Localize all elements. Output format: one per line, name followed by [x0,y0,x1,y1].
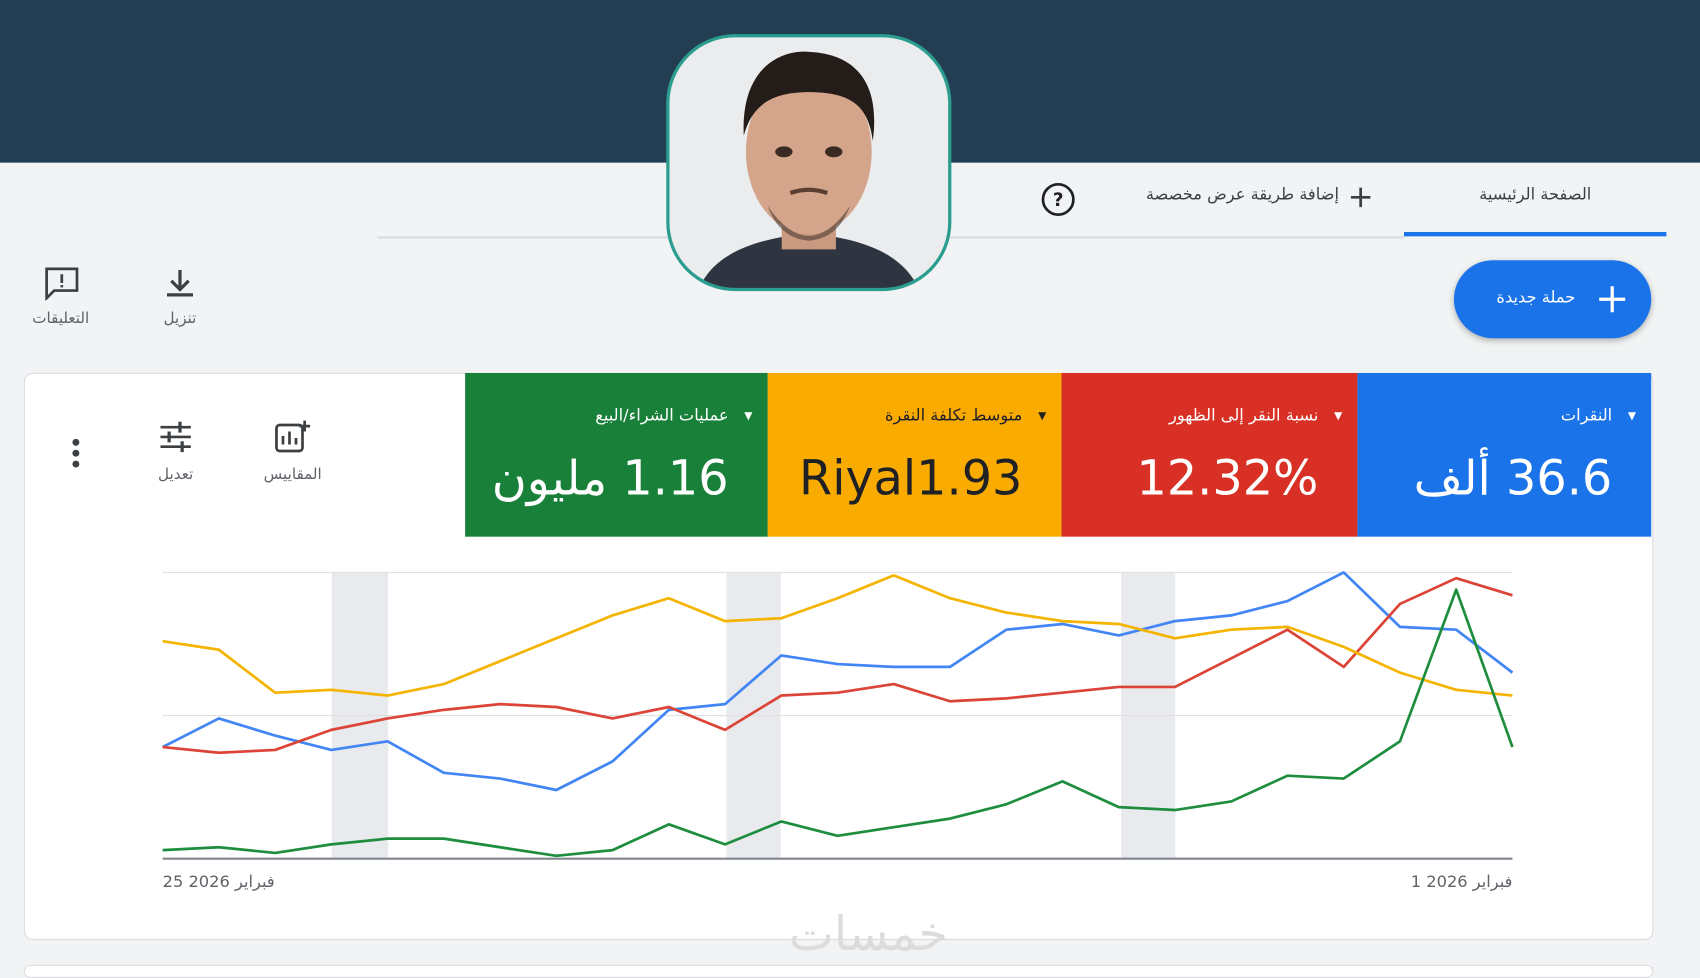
plus-icon [1350,187,1371,208]
metric-name: نسبة النقر إلى الظهور [1169,405,1319,426]
metric-tile[interactable]: عمليات الشراء/البيع 1.16 مليون ▾ [465,372,768,537]
download-label: تنزيل [163,310,197,328]
metric-name: عمليات الشراء/البيع [595,405,729,426]
svg-text:?: ? [1053,190,1064,211]
edit-icon[interactable] [158,420,193,455]
metrics-label: المقاييس [263,466,322,484]
arrow-wrap: ▾ [1328,405,1343,426]
download-icon[interactable] [163,267,198,302]
metrics-icon[interactable] [273,419,312,456]
series-line [162,573,1513,697]
feedback-label: التعليقات [32,310,90,328]
new-campaign-button[interactable]: حملة جديدة [1453,260,1652,339]
plus-icon [1599,286,1626,313]
series-line [162,588,1514,858]
metric-tile[interactable]: نسبة النقر إلى الظهور 12.32% ▾ [1061,372,1358,537]
metric-value: 36.6 ألف [1413,451,1613,507]
metric-name: متوسط تكلفة النقرة [885,405,1023,426]
edit-label: تعديل [158,466,194,484]
x-tick-label: 1 فبراير 2026 [1411,872,1513,892]
series-line [162,576,1513,755]
dropdown-arrow: ▾ [744,405,753,426]
watermark: خمسات [788,906,948,962]
tab-underline [1404,232,1667,237]
dropdown-arrow: ▾ [1038,405,1047,426]
more-menu[interactable] [65,436,87,473]
metric-name: النقرات [1560,405,1613,426]
metric-value: Riyal1.93 [799,451,1023,507]
arrow-wrap: ▾ [1621,405,1636,425]
feedback-icon[interactable] [43,266,80,301]
x-tick-label: 25 فبراير 2026 [163,872,275,892]
arrow-wrap: ▾ [1032,405,1047,426]
dropdown-arrow: ▾ [1334,405,1343,426]
profile-photo [666,34,952,292]
metric-value: 12.32% [1136,451,1319,507]
arrow-wrap: ▾ [738,405,753,426]
metric-tile[interactable]: متوسط تكلفة النقرة Riyal1.93 ▾ [767,372,1062,537]
metric-tile[interactable]: النقرات 36.6 ألف ▾ [1357,372,1652,537]
metric-value: 1.16 مليون [491,451,729,507]
tab-home[interactable]: الصفحة الرئيسية [1479,184,1592,204]
help-icon[interactable]: ? [1040,181,1077,218]
tab-add-view[interactable]: إضافة طريقة عرض مخصصة [1145,184,1339,204]
dropdown-arrow: ▾ [1627,405,1637,426]
series-line [162,571,1514,792]
new-campaign-label: حملة جديدة [1496,287,1576,307]
